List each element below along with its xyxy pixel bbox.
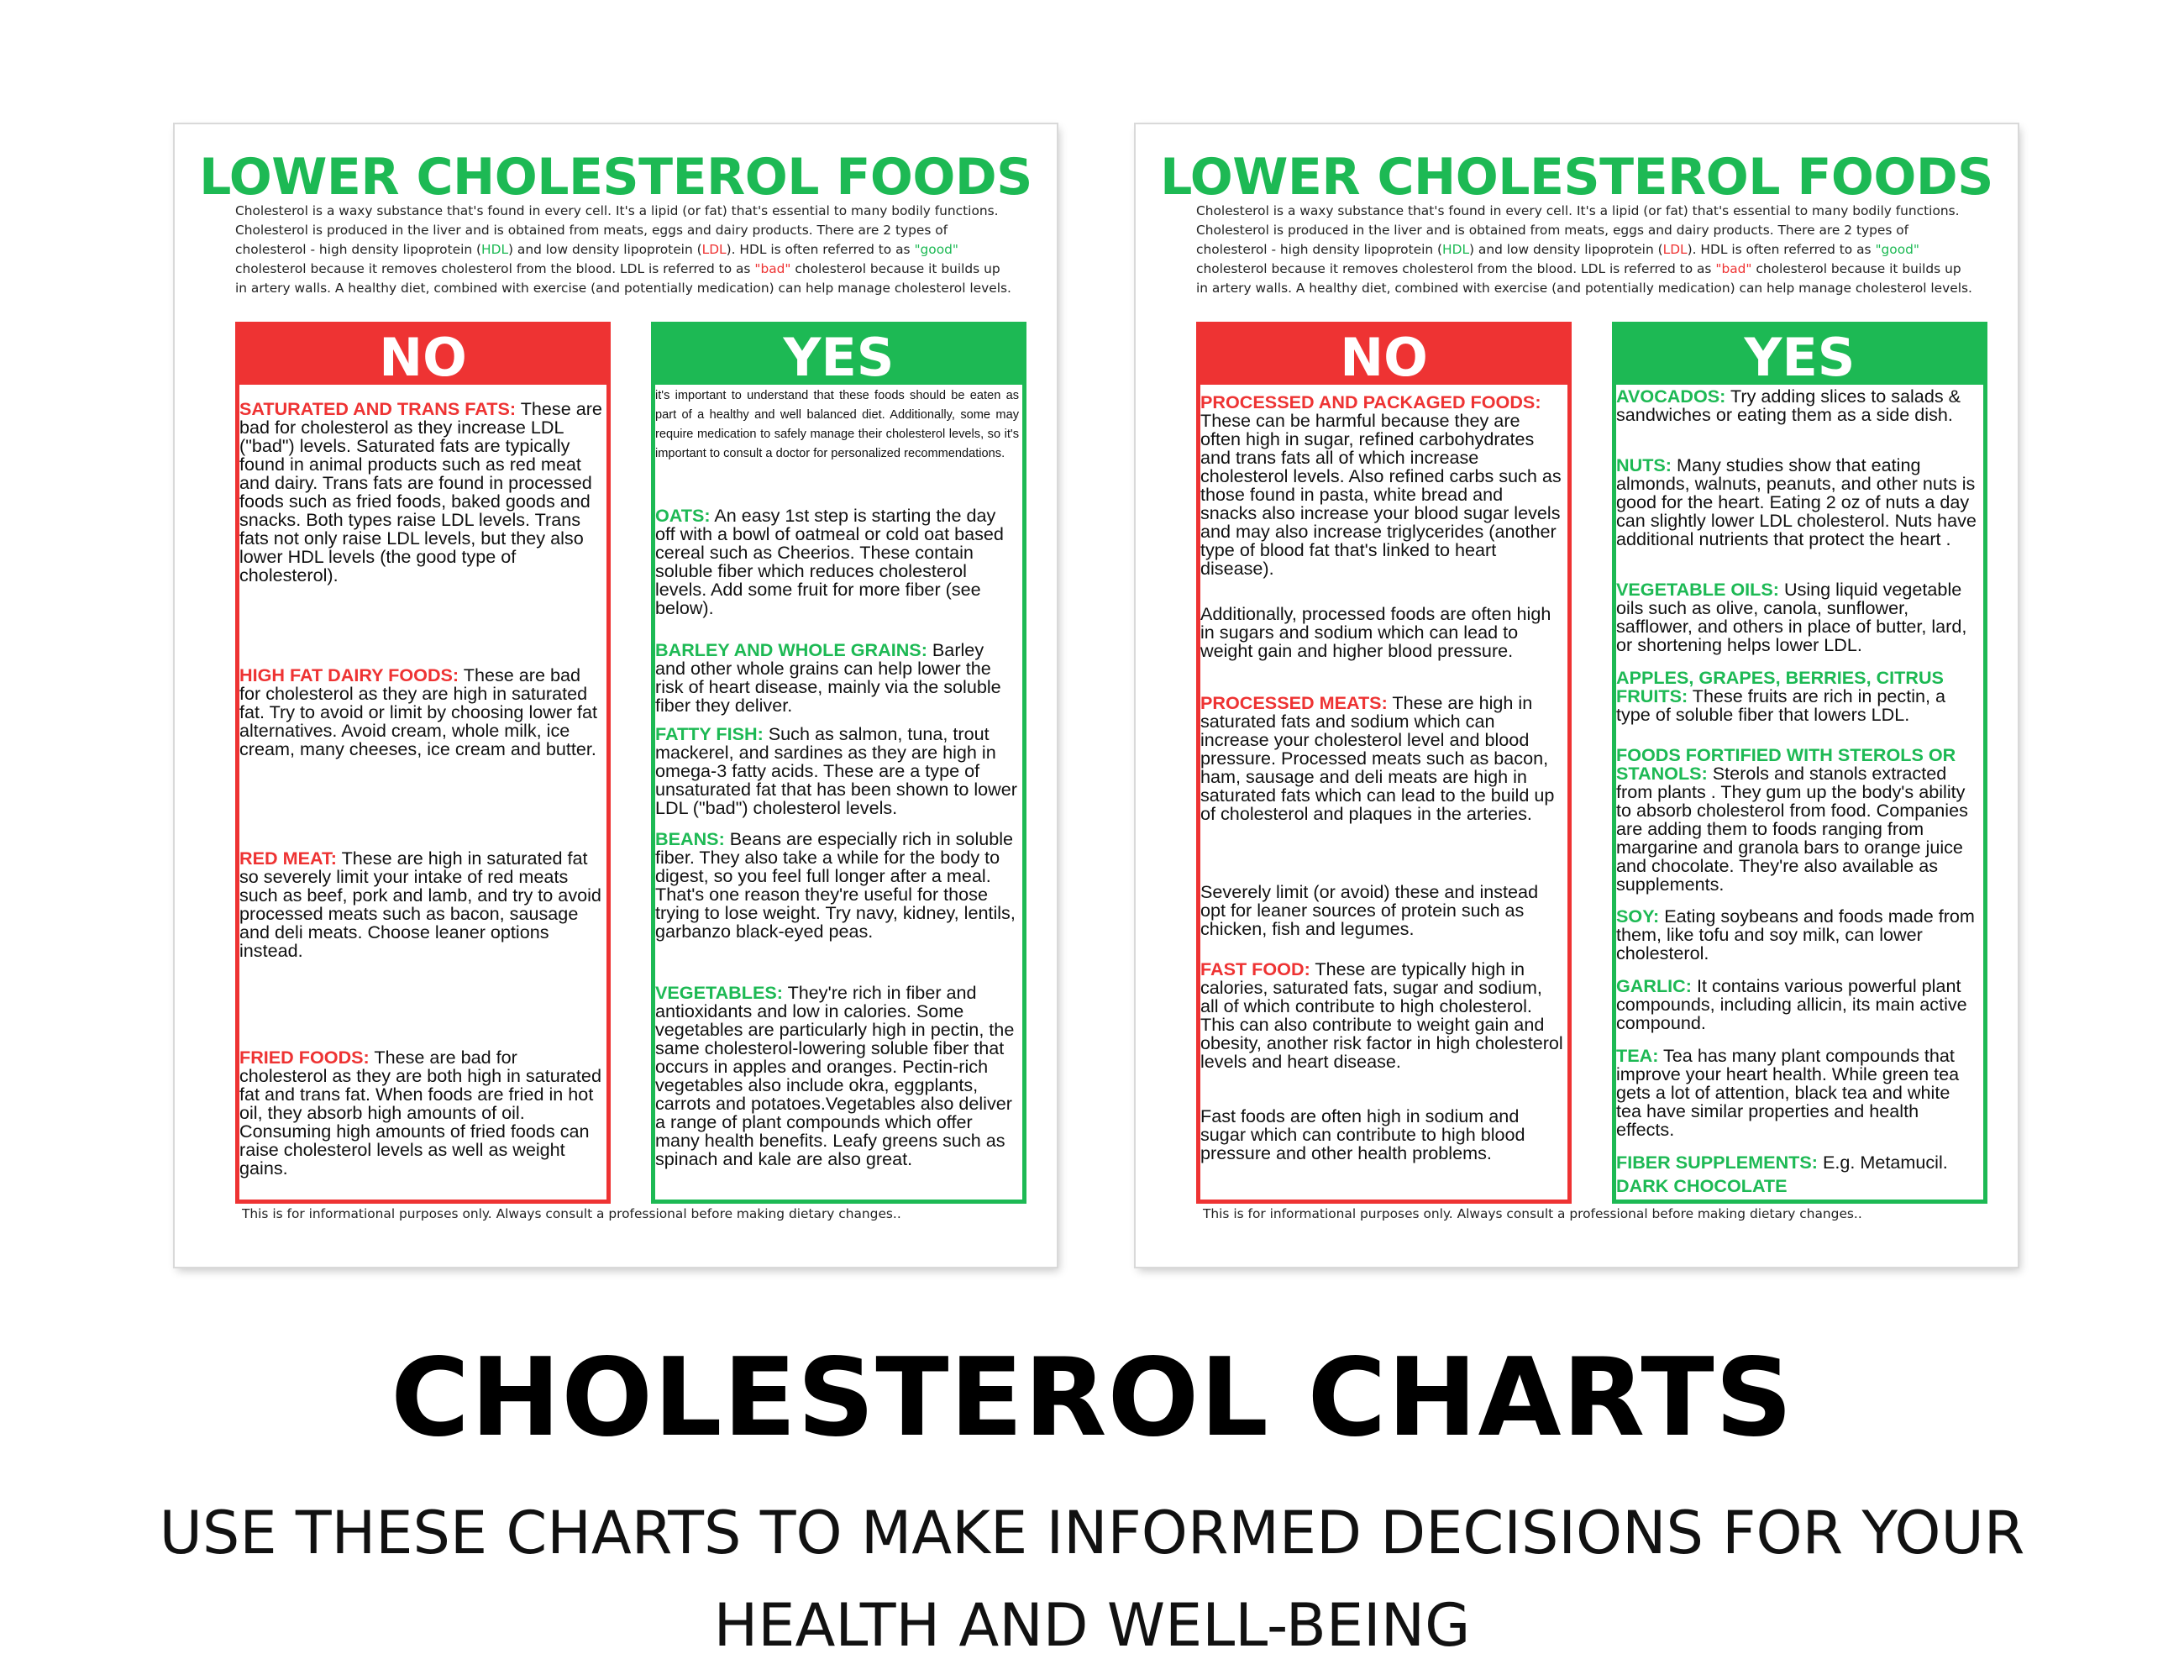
- intro-paragraph: Cholesterol is a waxy substance that's f…: [1196, 203, 1972, 296]
- yes-column: YES AVOCADOS: Try adding slices to salad…: [1612, 322, 1987, 1204]
- yes-item-barley: BARLEY AND WHOLE GRAINS: Barley and othe…: [655, 639, 1001, 716]
- subheading-line-1: USE THESE CHARTS TO MAKE INFORMED DECISI…: [159, 1499, 2025, 1567]
- yes-item-tea: TEA: Tea has many plant compounds that i…: [1616, 1045, 1960, 1140]
- no-item-high-fat-dairy: HIGH FAT DAIRY FOODS: These are bad for …: [239, 664, 598, 759]
- yes-item-fruits: APPLES, GRAPES, BERRIES, CITRUS FRUITS: …: [1616, 667, 1946, 725]
- no-column: NO PROCESSED AND PACKAGED FOODS: These c…: [1196, 322, 1572, 1204]
- no-item-red-meat: RED MEAT: These are high in saturated fa…: [239, 848, 601, 961]
- no-item-processed-meats: PROCESSED MEATS: These are high in satur…: [1200, 692, 1555, 824]
- yes-header: YES: [1616, 326, 1983, 388]
- yes-item-vegetable-oils: VEGETABLE OILS: Using liquid vegetable o…: [1616, 579, 1967, 655]
- yes-item-beans: BEANS: Beans are especially rich in solu…: [655, 828, 1016, 942]
- yes-column: YES it's important to understand that th…: [651, 322, 1026, 1204]
- yes-note: it's important to understand that these …: [655, 389, 1019, 460]
- subheading-line-2: HEALTH AND WELL-BEING: [713, 1591, 1471, 1660]
- no-item-processed-packaged: PROCESSED AND PACKAGED FOODS: These can …: [1200, 391, 1562, 579]
- no-column: NO SATURATED AND TRANS FATS: These are b…: [235, 322, 611, 1204]
- yes-item-avocados: AVOCADOS: Try adding slices to salads & …: [1616, 386, 1961, 425]
- yes-item-dark-chocolate: DARK CHOCOLATE: [1616, 1175, 1788, 1196]
- no-item-fast-food: FAST FOOD: These are typically high in c…: [1200, 958, 1563, 1072]
- yes-item-fiber-supplements: FIBER SUPPLEMENTS: E.g. Metamucil.: [1616, 1152, 1948, 1173]
- no-item-processed-meats-note: Severely limit (or avoid) these and inst…: [1200, 881, 1539, 939]
- chart-sheet-2: LOWER CHOLESTEROL FOODS Cholesterol is a…: [1136, 124, 2018, 1267]
- no-item-saturated-trans-fats: SATURATED AND TRANS FATS: These are bad …: [239, 398, 602, 585]
- yes-item-oats: OATS: An easy 1st step is starting the d…: [655, 505, 1004, 618]
- yes-header: YES: [655, 326, 1022, 388]
- no-item-processed-note: Additionally, processed foods are often …: [1200, 603, 1551, 661]
- yes-item-sterols: FOODS FORTIFIED WITH STEROLS OR STANOLS:…: [1616, 744, 1968, 895]
- no-header: NO: [239, 326, 606, 388]
- no-item-fast-food-note: Fast foods are often high in sodium and …: [1200, 1105, 1525, 1163]
- yes-item-vegetables: VEGETABLES: They're rich in fiber and an…: [655, 982, 1015, 1169]
- yes-item-nuts: NUTS: Many studies show that eating almo…: [1616, 454, 1977, 549]
- chart-sheet-1: LOWER CHOLESTEROL FOODS Cholesterol is a…: [175, 124, 1057, 1267]
- yes-item-garlic: GARLIC: It contains various powerful pla…: [1616, 975, 1967, 1033]
- disclaimer-footer: This is for informational purposes only.…: [242, 1206, 901, 1221]
- no-item-fried-foods: FRIED FOODS: These are bad for cholester…: [239, 1047, 601, 1179]
- sheet-title: LOWER CHOLESTEROL FOODS: [1160, 148, 1993, 207]
- yes-item-fatty-fish: FATTY FISH: Such as salmon, tuna, trout …: [655, 723, 1017, 818]
- main-heading: CHOLESTEROL CHARTS: [391, 1336, 1793, 1461]
- subheading: USE THESE CHARTS TO MAKE INFORMED DECISI…: [0, 1487, 2184, 1672]
- intro-paragraph: Cholesterol is a waxy substance that's f…: [235, 203, 1011, 296]
- no-header: NO: [1200, 326, 1567, 388]
- disclaimer-footer: This is for informational purposes only.…: [1203, 1206, 1862, 1221]
- yes-item-soy: SOY: Eating soybeans and foods made from…: [1616, 906, 1975, 963]
- sheet-title: LOWER CHOLESTEROL FOODS: [199, 148, 1032, 207]
